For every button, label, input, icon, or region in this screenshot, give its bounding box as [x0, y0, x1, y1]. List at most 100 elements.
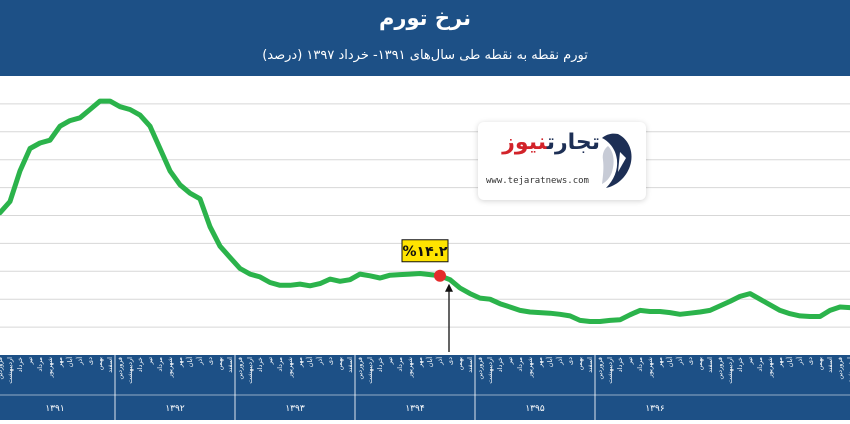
month-tick-label: مرداد: [756, 357, 764, 372]
month-tick-label: اردیبهشت: [366, 357, 374, 384]
inflation-series-line: [0, 98, 850, 324]
logo-url: www.tejaratnews.com: [486, 176, 589, 186]
month-tick-label: شهریور: [406, 357, 414, 378]
year-label: ۱۳۹۳: [285, 404, 305, 414]
month-tick-label: اسفند: [586, 357, 594, 373]
month-tick-label: آبان: [545, 356, 554, 368]
month-tick-label: مهر: [656, 357, 664, 368]
year-label: ۱۳۹۴: [405, 404, 425, 414]
month-tick-label: خرداد: [256, 357, 264, 372]
month-tick-label: مرداد: [36, 357, 44, 372]
month-tick-label: مرداد: [396, 357, 404, 372]
month-tick-label: آذر: [435, 356, 444, 366]
month-tick-label: آبان: [65, 356, 74, 368]
month-tick-label: مرداد: [276, 357, 284, 372]
month-tick-label: فروردین: [236, 357, 244, 380]
month-tick-label: خرداد: [496, 357, 504, 372]
month-tick-label: شهریور: [46, 357, 54, 378]
month-tick-label: خرداد: [16, 357, 24, 372]
chart-title: نرخ تورم: [379, 6, 471, 30]
month-tick-label: آبان: [185, 356, 194, 368]
month-tick-label: تیر: [386, 357, 394, 366]
month-tick-label: دی: [566, 357, 574, 365]
month-tick-label: تیر: [506, 357, 514, 366]
month-tick-label: بهمن: [336, 357, 344, 371]
month-tick-label: آذر: [195, 356, 204, 366]
month-tick-label: آذر: [675, 356, 684, 366]
annotation-arrowhead: [445, 283, 453, 292]
month-tick-label: دی: [206, 357, 214, 365]
month-tick-label: دی: [686, 357, 694, 365]
month-tick-label: آبان: [305, 356, 314, 368]
month-tick-label: بهمن: [696, 357, 704, 371]
month-tick-label: آبان: [425, 356, 434, 368]
month-tick-label: تیر: [266, 357, 274, 366]
annotation-label: %۱۴.۲: [403, 244, 448, 260]
month-tick-label: آبان: [785, 356, 794, 368]
month-tick-label: شهریور: [166, 357, 174, 378]
year-label: ۱۳۹۶: [645, 404, 665, 414]
year-label: ۱۳۹۲: [165, 404, 185, 414]
month-tick-label: تیر: [26, 357, 34, 366]
month-tick-label: شهریور: [286, 357, 294, 378]
month-tick-label: خرداد: [616, 357, 624, 372]
month-tick-label: تیر: [746, 357, 754, 366]
chart-header: نرخ تورم تورم نقطه به نقطه طی سال‌های ۱۳…: [0, 0, 850, 76]
month-tick-label: فروردین: [476, 357, 484, 380]
month-tick-label: اسفند: [826, 357, 834, 373]
month-tick-label: فروردین: [596, 357, 604, 380]
month-tick-label: فروردین: [836, 357, 844, 380]
logo-name-part2: نیوز: [502, 130, 547, 155]
month-tick-label: مهر: [296, 357, 304, 368]
month-tick-label: فروردین: [116, 357, 124, 380]
x-axis-band: فروردین اردیبهشت خرداد تیر مرداد شهریور مهر آبا…: [0, 355, 850, 420]
month-tick-label: اسفند: [466, 357, 474, 373]
month-tick-label: خرداد: [376, 357, 384, 372]
annotation-point: [434, 269, 446, 282]
month-tick-label: اسفند: [706, 357, 714, 373]
month-tick-label: مهر: [176, 357, 184, 368]
annotation-callout-box: [401, 239, 449, 263]
month-tick-label: مهر: [536, 357, 544, 368]
month-tick-label: دی: [326, 357, 334, 365]
month-tick-label: فروردین: [0, 357, 4, 380]
month-tick-label: فروردین: [356, 357, 364, 380]
month-tick-label: آذر: [315, 356, 324, 366]
month-tick-label: خرداد: [136, 357, 144, 372]
month-tick-label: اردیبهشت: [846, 357, 850, 384]
month-tick-label: اردیبهشت: [6, 357, 14, 384]
month-tick-label: دی: [806, 357, 814, 365]
logo-mark-icon: [602, 133, 632, 188]
month-tick-label: بهمن: [216, 357, 224, 371]
month-tick-label: مهر: [776, 357, 784, 368]
tejaratnews-logo: تجارتنیوز www.tejaratnews.com: [478, 122, 646, 200]
month-tick-label: اردیبهشت: [486, 357, 494, 384]
month-tick-label: آبان: [665, 356, 674, 368]
month-tick-label: مرداد: [636, 357, 644, 372]
month-tick-label: دی: [446, 357, 454, 365]
year-label: ۱۳۹۱: [45, 404, 64, 414]
month-tick-label: مهر: [416, 357, 424, 368]
month-tick-label: مرداد: [156, 357, 164, 372]
month-tick-label: شهریور: [526, 357, 534, 378]
month-tick-label: آذر: [75, 356, 84, 366]
month-tick-label: بهمن: [576, 357, 584, 371]
month-tick-label: اردیبهشت: [726, 357, 734, 384]
chart-subtitle: تورم نقطه به نقطه طی سال‌های ۱۳۹۱- خرداد…: [262, 48, 588, 63]
month-tick-label: تیر: [146, 357, 154, 366]
month-tick-label: اسفند: [346, 357, 354, 373]
month-tick-label: شهریور: [766, 357, 774, 378]
month-tick-label: اردیبهشت: [246, 357, 254, 384]
month-tick-label: اردیبهشت: [606, 357, 614, 384]
month-tick-label: مهر: [56, 357, 64, 368]
month-tick-label: بهمن: [96, 357, 104, 371]
year-label: ۱۳۹۵: [525, 404, 545, 414]
month-tick-label: خرداد: [736, 357, 744, 372]
line-chart: %۱۴.۲: [0, 98, 850, 352]
logo-name-part1: تجارت: [546, 130, 600, 155]
month-tick-label: بهمن: [456, 357, 464, 371]
month-tick-label: تیر: [626, 357, 634, 366]
logo-name: تجارتنیوز: [488, 130, 600, 155]
month-tick-label: آذر: [795, 356, 804, 366]
month-tick-label: بهمن: [816, 357, 824, 371]
